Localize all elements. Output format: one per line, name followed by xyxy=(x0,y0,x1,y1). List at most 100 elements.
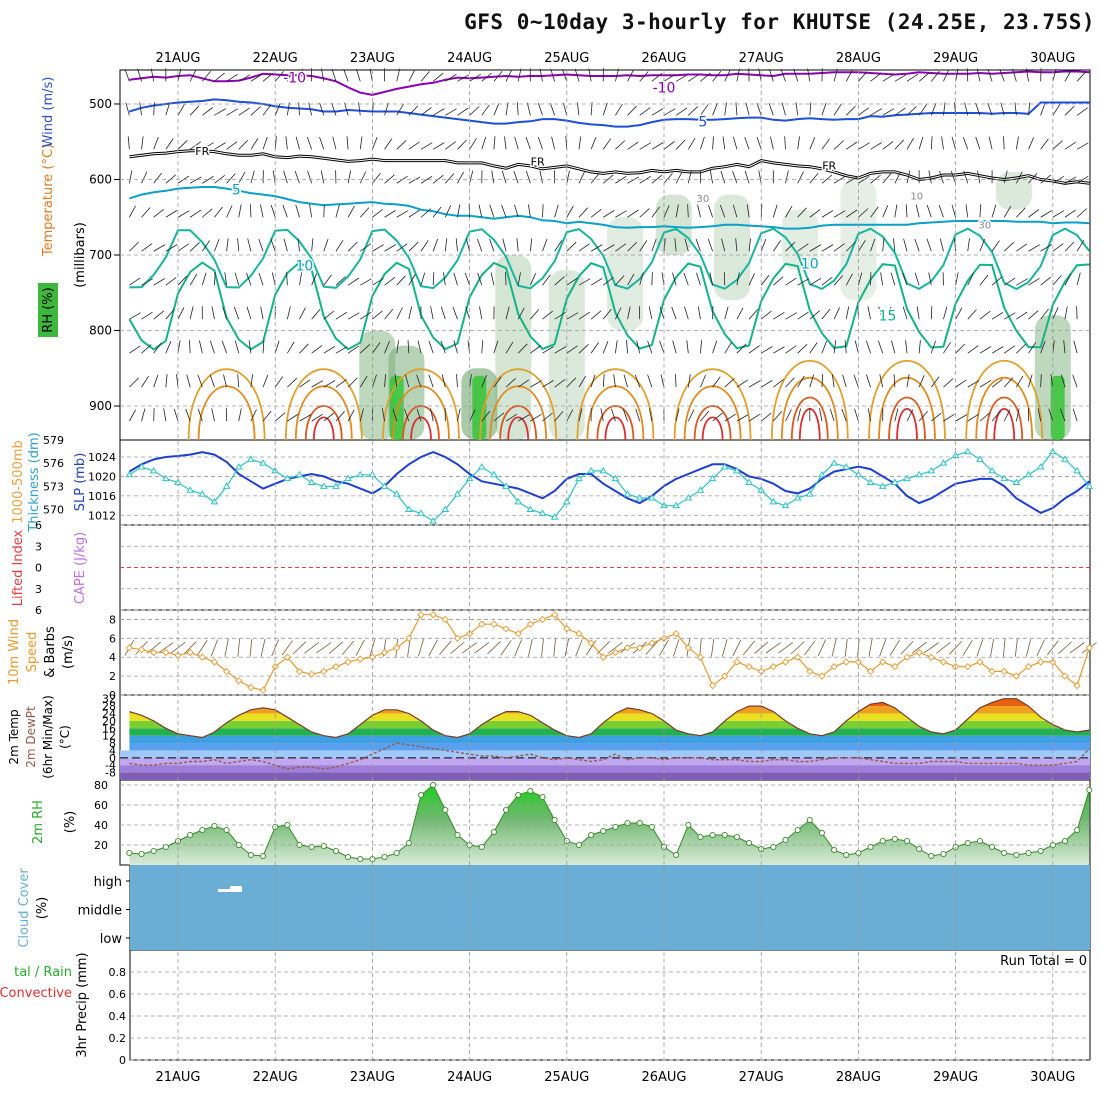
wind-barb xyxy=(686,340,689,354)
surface-wind-barb xyxy=(831,638,837,657)
wind-barb xyxy=(554,379,566,388)
wind-barb xyxy=(588,68,592,82)
rh-point xyxy=(417,791,425,799)
wind-barb xyxy=(590,310,602,320)
wind-barb xyxy=(452,306,458,320)
tick-label-slp: 1024 xyxy=(88,451,116,464)
wind-barb xyxy=(465,238,470,252)
wind-barb xyxy=(700,72,711,82)
wind-barb xyxy=(262,374,269,388)
wind-barb xyxy=(464,272,470,286)
wind-barb xyxy=(177,68,182,82)
wind-barb xyxy=(372,244,384,252)
wind-barb xyxy=(1040,102,1046,116)
wind-barb xyxy=(700,104,709,116)
tick-label-rh: 20 xyxy=(94,839,108,852)
tick-label-temp: 8 xyxy=(109,737,116,750)
wind-barb xyxy=(262,340,265,354)
surface-wind-barb xyxy=(923,642,939,654)
wind-speed-point xyxy=(526,620,534,628)
surface-wind-barb xyxy=(844,638,848,657)
ylabel-rh2m: 2m RH xyxy=(31,800,46,844)
wind-barb xyxy=(453,340,458,354)
wind-barb xyxy=(687,204,689,218)
ylabel-millibars: (millibars) xyxy=(73,222,88,288)
wind-barb xyxy=(141,171,148,184)
wind-barb xyxy=(335,346,348,354)
rh-point xyxy=(551,816,558,824)
wind-barb xyxy=(963,170,969,184)
wind-barb xyxy=(274,412,286,422)
wind-barb xyxy=(165,138,174,150)
wind-barb xyxy=(516,102,519,116)
wind-barb xyxy=(797,207,807,218)
rh-point xyxy=(648,823,655,831)
wind-barb xyxy=(250,138,259,150)
surface-wind-barb xyxy=(976,639,984,657)
wind-barb xyxy=(894,204,898,218)
wind-barb xyxy=(542,346,554,354)
wind-barb xyxy=(384,276,396,286)
wind-barb xyxy=(141,311,153,320)
isotherm-line xyxy=(129,186,1090,230)
wind-barb xyxy=(890,306,896,320)
wind-barb xyxy=(405,374,410,388)
cloud-cover-fill xyxy=(130,865,1090,950)
wind-barb xyxy=(659,340,665,354)
wind-barb xyxy=(785,170,789,184)
wind-barb xyxy=(1072,374,1078,388)
wind-barb xyxy=(639,107,651,116)
thickness-point xyxy=(963,447,972,455)
wind-barb xyxy=(674,374,677,388)
warm-contour xyxy=(489,385,548,441)
wind-barb xyxy=(457,107,469,116)
wind-barb xyxy=(502,238,507,252)
warm-contour xyxy=(896,408,918,441)
wind-barb xyxy=(602,102,608,116)
wind-barb xyxy=(1016,311,1028,320)
ylabel-temp2m: (°C) xyxy=(58,725,72,749)
wind-speed-point xyxy=(380,648,389,657)
wind-barb xyxy=(773,240,782,252)
thickness-point xyxy=(611,474,620,482)
rh-point xyxy=(770,843,777,851)
wind-speed-point xyxy=(903,653,911,661)
wind-barb xyxy=(396,140,407,150)
wind-barb xyxy=(870,238,876,252)
wind-speed-point xyxy=(1024,663,1033,671)
wind-barb xyxy=(526,102,531,116)
wind-barb xyxy=(866,374,871,388)
surface-wind-barb xyxy=(645,640,659,655)
wind-barb xyxy=(1040,276,1052,286)
thickness-point xyxy=(842,463,851,470)
surface-wind-barb xyxy=(428,639,438,656)
wind-barb xyxy=(1028,374,1033,388)
wind-barb xyxy=(590,137,597,150)
thickness-point xyxy=(562,497,571,505)
wind-barb xyxy=(954,238,956,252)
wind-barb xyxy=(955,343,966,354)
rh-point xyxy=(259,852,267,860)
wind-barb xyxy=(894,171,902,184)
wind-barb xyxy=(1040,340,1046,354)
warm-contour xyxy=(187,368,266,441)
rh-point xyxy=(600,827,607,835)
wind-barb xyxy=(626,340,628,354)
wind-barb xyxy=(125,102,130,116)
wind-barb xyxy=(286,306,291,320)
wind-barb xyxy=(590,172,600,184)
wind-speed-point xyxy=(186,648,194,657)
wind-barb xyxy=(785,409,792,422)
wind-barb xyxy=(858,107,870,116)
wind-barb xyxy=(465,306,470,320)
warm-contour xyxy=(507,416,530,441)
surface-wind-barb xyxy=(790,641,805,655)
wind-barb xyxy=(189,306,194,320)
wind-barb xyxy=(1003,377,1014,388)
wind-barb xyxy=(722,136,726,150)
thickness-point xyxy=(915,470,924,478)
contour-labels: -10 -10 5 FR FR FR 5 10 10 15 30 10 30 xyxy=(194,69,993,326)
wind-barb xyxy=(359,344,371,354)
wind-barb xyxy=(979,238,985,252)
wind-barb xyxy=(283,238,288,252)
